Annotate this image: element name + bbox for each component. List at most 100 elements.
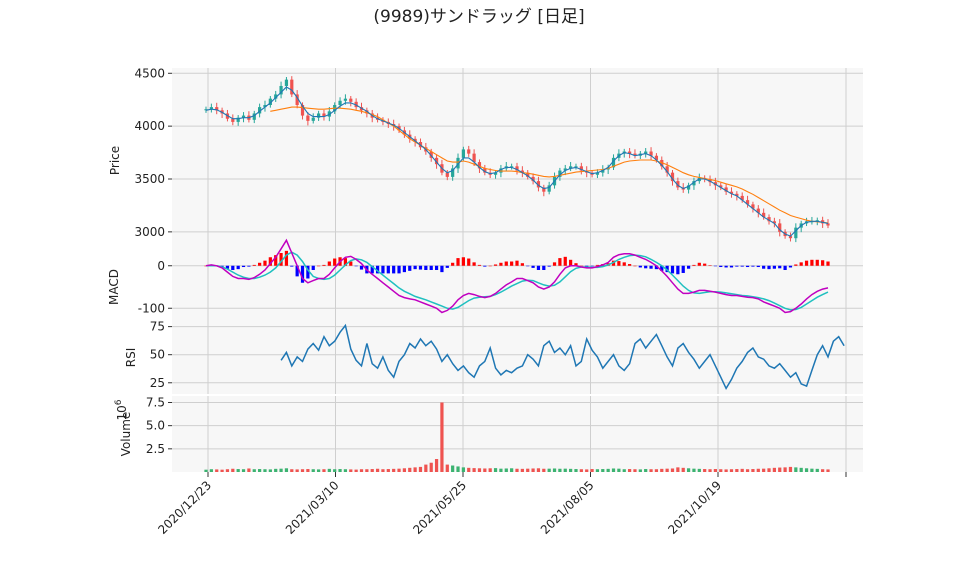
- macd-histogram-bar: [477, 264, 482, 266]
- axis-label-macd: MACD: [107, 269, 121, 305]
- candle-body: [579, 166, 583, 171]
- volume-bar: [681, 467, 685, 472]
- volume-bar: [762, 468, 766, 472]
- candle-body: [729, 191, 734, 194]
- volume-bar: [815, 468, 819, 472]
- x-tick-label: 2021/10/19: [665, 478, 724, 537]
- macd-histogram-bar: [284, 250, 289, 266]
- candle-body: [542, 187, 546, 192]
- volume-bar: [295, 469, 299, 472]
- volume-bar: [258, 469, 262, 472]
- macd-histogram-bar: [386, 265, 390, 274]
- macd-histogram-bar: [638, 265, 642, 268]
- volume-bar: [649, 469, 653, 472]
- volume-bar: [279, 468, 283, 472]
- macd-histogram-bar: [515, 260, 519, 266]
- volume-bar: [241, 469, 246, 472]
- macd-histogram-bar: [488, 265, 492, 267]
- macd-histogram-bar: [724, 265, 728, 268]
- macd-histogram-bar: [493, 264, 498, 266]
- volume-bar: [670, 468, 675, 472]
- macd-histogram-bar: [434, 265, 439, 270]
- volume-bar: [488, 468, 492, 472]
- volume-bar: [440, 402, 444, 472]
- volume-bar: [247, 468, 251, 472]
- macd-histogram-bar: [392, 265, 396, 274]
- y-tick-label: 0: [157, 259, 165, 273]
- volume-bar: [338, 469, 342, 472]
- volume-bar: [778, 467, 782, 472]
- macd-histogram-bar: [359, 265, 364, 270]
- volume-bar: [483, 468, 487, 472]
- macd-histogram-bar: [311, 265, 315, 270]
- volume-bar: [788, 466, 793, 472]
- macd-histogram-bar: [729, 265, 734, 268]
- volume-bar: [520, 468, 524, 472]
- volume-bar: [316, 469, 321, 472]
- volume-bar: [322, 469, 326, 472]
- candle-body: [483, 168, 487, 173]
- panel-price: [172, 68, 863, 253]
- y-tick-label: 7.5: [146, 395, 165, 409]
- candle-body: [434, 157, 439, 165]
- macd-histogram-bar: [536, 265, 541, 270]
- macd-histogram-bar: [483, 265, 487, 267]
- macd-histogram-bar: [681, 265, 685, 273]
- candle-body: [536, 181, 541, 188]
- candle-body: [429, 151, 433, 158]
- volume-bar: [751, 469, 755, 472]
- volume-bar: [745, 469, 750, 472]
- macd-histogram-bar: [268, 257, 272, 266]
- candle-body: [692, 181, 696, 186]
- macd-histogram-bar: [322, 264, 326, 266]
- volume-bar: [375, 468, 380, 472]
- volume-bar: [563, 468, 567, 472]
- volume-bar: [617, 468, 621, 472]
- x-tick-label: 2021/03/10: [283, 478, 342, 537]
- macd-histogram-bar: [451, 262, 455, 266]
- volume-bar: [434, 459, 439, 472]
- signal-line: [206, 251, 829, 311]
- volume-bar: [735, 469, 739, 472]
- y-tick-label: 3000: [134, 225, 165, 239]
- rsi-line: [280, 323, 845, 390]
- macd-histogram-bar: [804, 260, 809, 266]
- volume-bar: [574, 469, 578, 472]
- macd-histogram-bar: [713, 265, 718, 267]
- candle-body: [290, 79, 294, 95]
- panel-volume: [172, 396, 863, 472]
- candle-body: [756, 208, 760, 213]
- candle-body: [510, 166, 514, 168]
- candle-body: [762, 212, 766, 218]
- macd-histogram-bar: [686, 265, 691, 269]
- candle-body: [526, 172, 530, 177]
- macd-histogram-bar: [821, 260, 825, 266]
- volume-bar: [209, 469, 213, 472]
- candle-body: [311, 117, 315, 121]
- y-tick-label: 5.0: [146, 419, 165, 433]
- macd-histogram-bar: [220, 265, 224, 267]
- macd-histogram-bar: [241, 265, 246, 268]
- y-tick-label: -100: [138, 301, 165, 315]
- volume-bar: [451, 465, 455, 472]
- volume-bar: [627, 469, 632, 472]
- volume-exponent-power: 6: [114, 399, 124, 405]
- volume-bar: [274, 468, 278, 472]
- volume-bar: [429, 462, 433, 472]
- candle-body: [794, 227, 798, 239]
- volume-bar: [606, 468, 610, 472]
- volume-bar: [708, 469, 712, 472]
- volume-bar: [408, 467, 412, 472]
- candle-body: [644, 151, 648, 154]
- volume-bar: [424, 464, 428, 472]
- macd-histogram-bar: [826, 261, 830, 266]
- candle-body: [451, 168, 455, 177]
- volume-bar: [697, 468, 701, 472]
- axis-label-price: Price: [108, 146, 122, 175]
- volume-bar: [595, 469, 600, 472]
- macd-histogram-bar: [316, 265, 321, 267]
- volume-bar: [386, 469, 390, 472]
- volume-bar: [799, 467, 803, 472]
- candle-body: [499, 168, 503, 173]
